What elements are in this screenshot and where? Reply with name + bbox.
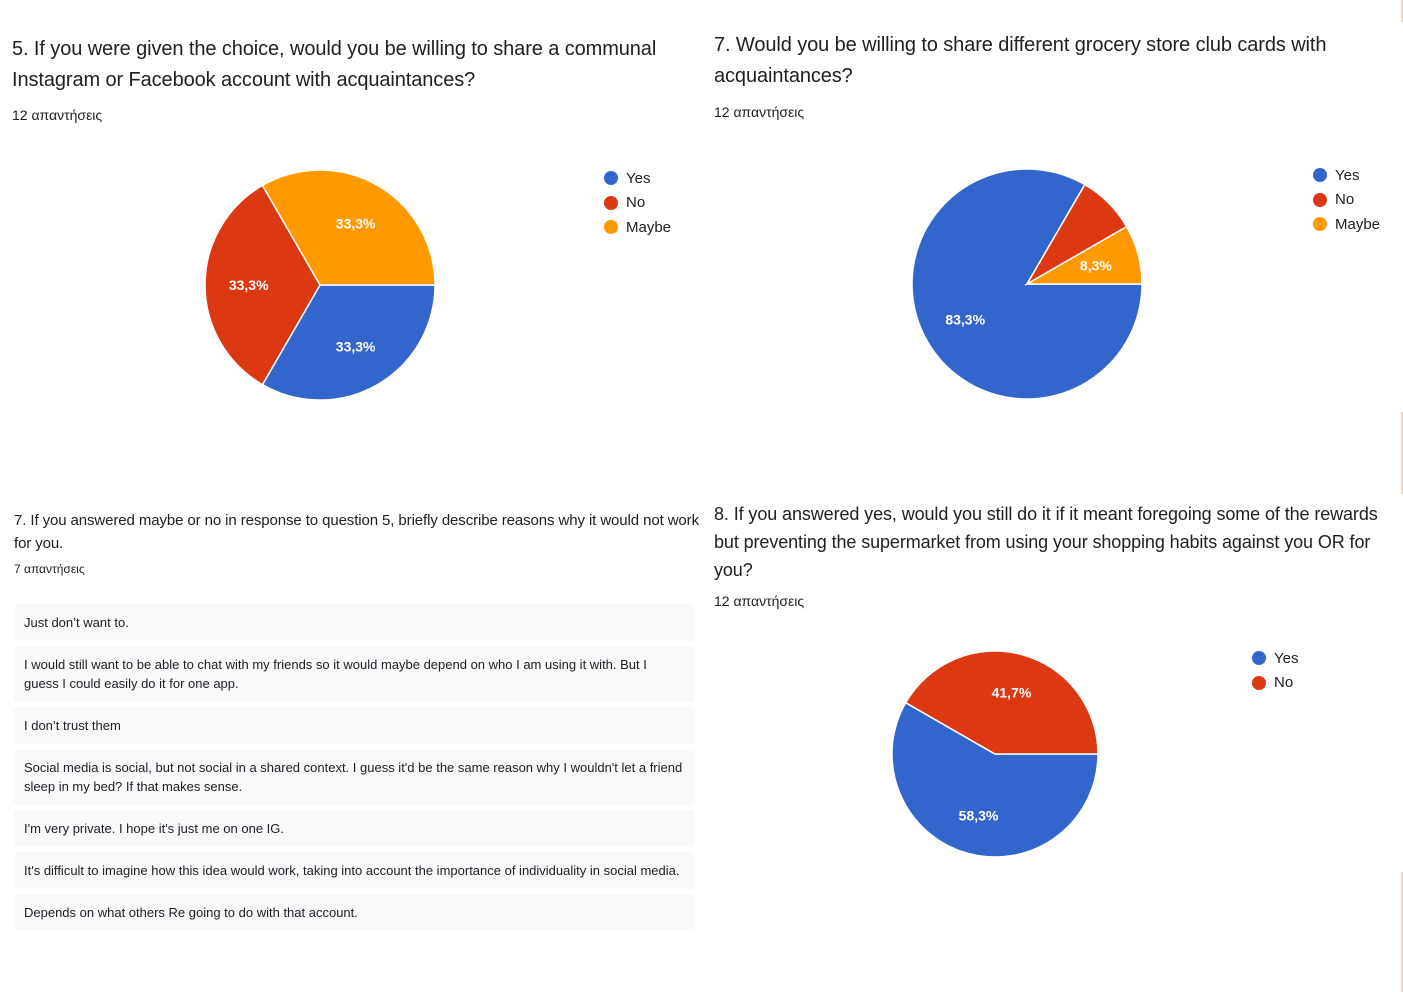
response-item: Depends on what others Re going to do wi… <box>14 894 695 931</box>
legend-swatch <box>1313 217 1327 232</box>
legend-label: Maybe <box>626 218 672 236</box>
q8-response-count: 12 απαντήσεις <box>714 593 805 609</box>
slice-label: 41,7% <box>992 684 1032 700</box>
q5-response-count: 12 απαντήσεις <box>12 107 103 123</box>
pie-slice-yes <box>891 701 1099 858</box>
legend-item: Maybe <box>604 215 671 240</box>
response-item: Social media is social, but not social i… <box>14 749 695 805</box>
q5-pie-chart: 33,3% 33,3% 33,3% <box>204 169 436 401</box>
response-item: I don’t trust them <box>14 707 695 744</box>
legend-item: No <box>604 191 671 216</box>
q5-title: 5. If you were given the choice, would y… <box>12 38 657 91</box>
q5-card: 5. If you were given the choice, would y… <box>0 0 700 480</box>
q8-card: 8. If you answered yes, would you still … <box>700 480 1403 992</box>
q7-legend: Yes No Maybe <box>1313 163 1380 237</box>
q8-legend: Yes No <box>1252 646 1298 695</box>
legend-item: Yes <box>1313 163 1380 188</box>
edge-mark <box>1401 0 1403 22</box>
q7-title: 7. Would you be willing to share differe… <box>714 34 1327 87</box>
legend-label: Yes <box>1274 649 1299 667</box>
slice-label: 33,3% <box>336 339 376 355</box>
response-item: Just don’t want to. <box>14 604 695 641</box>
q7-card: 7. Would you be willing to share differe… <box>700 0 1403 480</box>
response-list: Just don’t want to. I would still want t… <box>14 604 695 936</box>
slice-label: 8,3% <box>1080 258 1112 274</box>
legend-swatch <box>1313 168 1327 183</box>
legend-item: Yes <box>604 166 671 191</box>
legend-swatch <box>604 171 618 186</box>
legend-label: No <box>1274 674 1294 692</box>
legend-label: Yes <box>1335 166 1360 184</box>
reasons-title: 7. If you answered maybe or no in respon… <box>14 512 699 552</box>
q5-legend: Yes No Maybe <box>604 166 671 240</box>
slice-label: 33,3% <box>229 277 269 293</box>
legend-label: Maybe <box>1335 215 1381 233</box>
legend-swatch <box>1252 651 1266 666</box>
q8-title: 8. If you answered yes, would you still … <box>714 504 1378 580</box>
legend-label: Yes <box>626 169 651 187</box>
pie-slice-yes <box>261 284 436 401</box>
q7-pie-chart: 83,3% 8,3% <box>911 168 1143 400</box>
edge-mark <box>1401 872 1403 992</box>
legend-item: Yes <box>1252 646 1298 671</box>
slice-label: 83,3% <box>945 312 985 328</box>
slice-label: 58,3% <box>959 808 999 824</box>
pie-slice-no <box>904 650 1099 755</box>
legend-swatch <box>1252 675 1266 690</box>
legend-label: No <box>1335 191 1355 209</box>
legend-item: No <box>1252 671 1298 696</box>
legend-item: No <box>1313 188 1380 213</box>
legend-item: Maybe <box>1313 212 1380 237</box>
response-item: It's difficult to imagine how this idea … <box>14 852 695 889</box>
pie-slice-maybe <box>1024 225 1143 285</box>
pie-slice-maybe <box>261 169 436 286</box>
legend-swatch <box>604 220 618 235</box>
reasons-card: 7. If you answered maybe or no in respon… <box>0 480 700 992</box>
legend-swatch <box>604 195 618 210</box>
q7-response-count: 12 απαντήσεις <box>714 104 805 120</box>
response-item: I'm very private. I hope it's just me on… <box>14 810 695 847</box>
slice-label: 33,3% <box>336 215 376 231</box>
reasons-response-count: 7 απαντήσεις <box>14 562 85 576</box>
q8-pie-chart: 58,3% 41,7% <box>891 650 1099 858</box>
pie-slice-no <box>204 184 321 386</box>
legend-label: No <box>626 194 646 212</box>
edge-mark <box>1401 412 1403 494</box>
legend-swatch <box>1313 192 1327 207</box>
response-item: I would still want to be able to chat wi… <box>14 646 695 702</box>
